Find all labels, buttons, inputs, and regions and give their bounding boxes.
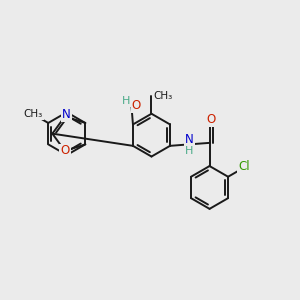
Text: CH₃: CH₃ <box>24 109 43 119</box>
Text: O: O <box>60 145 70 158</box>
Text: O: O <box>206 112 216 126</box>
Text: Cl: Cl <box>238 160 250 172</box>
Text: CH₃: CH₃ <box>154 91 173 101</box>
Text: H: H <box>122 96 130 106</box>
Text: H: H <box>185 146 194 156</box>
Text: O: O <box>132 99 141 112</box>
Text: N: N <box>62 108 71 122</box>
Text: N: N <box>185 133 194 146</box>
